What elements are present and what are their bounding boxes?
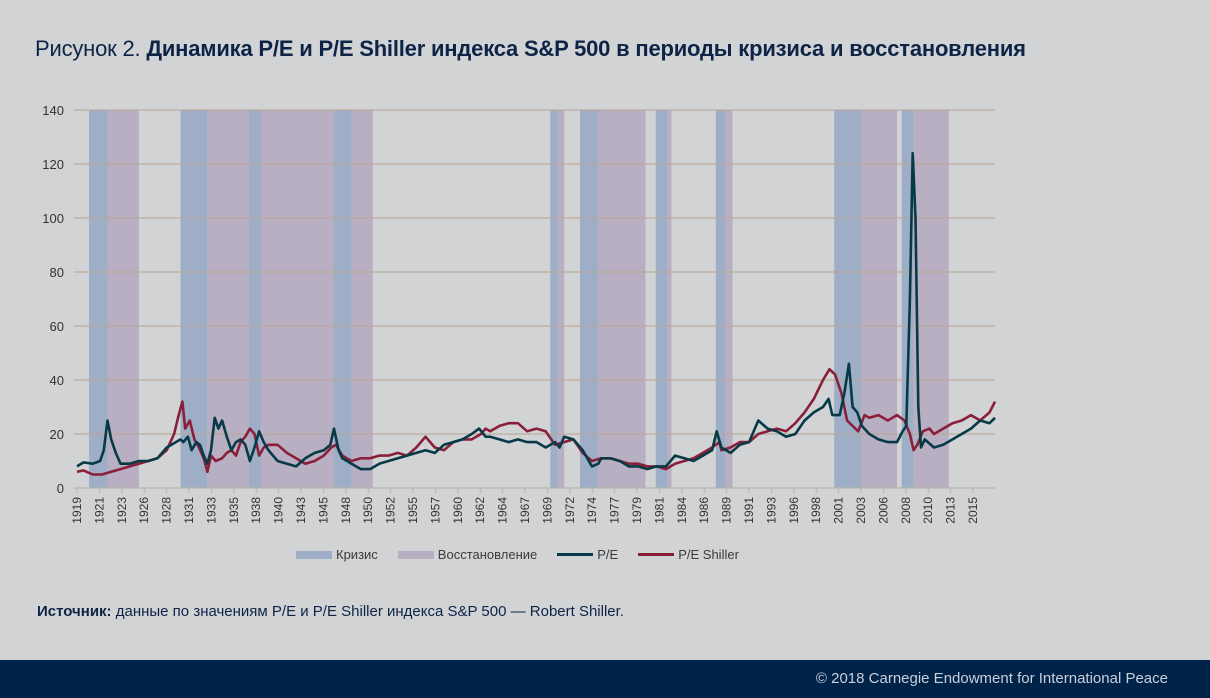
x-tick-label: 1977: [608, 497, 622, 524]
x-axis: 1919 1921 1923 1926 1928 1931 1933 1935 1938 1940…: [70, 487, 995, 524]
footer: © 2018 Carnegie Endowment for Internatio…: [0, 660, 1210, 698]
recovery-band: [860, 110, 898, 488]
legend-label-pe: P/E: [597, 547, 619, 562]
crisis-band: [834, 110, 861, 488]
recovery-band: [351, 110, 373, 488]
crisis-band: [550, 110, 558, 488]
chart-title-text: Динамика P/E и P/E Shiller индекса S&P 5…: [146, 36, 1026, 61]
crisis-band: [248, 110, 261, 488]
x-tick-label: 1952: [384, 497, 398, 524]
pe-line-icon: [557, 553, 594, 556]
x-tick-label: 1943: [294, 497, 308, 524]
x-tick-label: 2003: [854, 497, 868, 524]
grid-layer: [74, 109, 995, 435]
bands-layer: [89, 110, 949, 488]
x-tick-label: 1964: [496, 497, 510, 524]
x-tick-label: 1955: [406, 497, 420, 524]
y-tick-label: 20: [50, 427, 64, 442]
x-tick-label: 1957: [428, 497, 442, 524]
x-tick-label: 1931: [182, 497, 196, 524]
recovery-band: [725, 110, 733, 488]
x-tick-label: 1948: [339, 497, 353, 524]
x-tick-label: 1969: [540, 497, 554, 524]
shiller-line-icon: [638, 553, 675, 556]
x-tick-label: 1926: [137, 497, 151, 524]
crisis-band: [715, 110, 726, 488]
crisis-swatch-icon: [296, 550, 332, 559]
source-note: Источник: данные по значениям P/E и P/E …: [37, 603, 624, 620]
x-tick-label: 1940: [272, 497, 286, 524]
y-tick-label: 40: [50, 373, 64, 388]
recovery-band: [260, 110, 335, 488]
recovery-band: [557, 110, 565, 488]
pe-series-line: [76, 151, 996, 471]
x-tick-label: 1996: [787, 497, 801, 524]
x-tick-label: 1989: [720, 497, 734, 524]
copyright: © 2018 Carnegie Endowment for Internatio…: [815, 670, 1168, 687]
x-tick-label: 1919: [70, 497, 84, 524]
x-tick-label: 1923: [115, 497, 129, 524]
x-tick-label: 1921: [92, 497, 106, 524]
x-tick-label: 1960: [451, 497, 465, 524]
crisis-band: [655, 110, 668, 488]
x-tick-label: 1972: [563, 497, 577, 524]
x-tick-label: 1938: [249, 497, 263, 524]
x-tick-label: 1945: [316, 497, 330, 524]
x-tick-label: 1993: [764, 497, 778, 524]
recovery-band: [107, 110, 139, 488]
legend-item-recovery: Восстановление: [397, 547, 538, 562]
y-axis: 0 20 40 60 80 100 120 140: [42, 103, 64, 496]
x-tick-label: 1986: [697, 497, 711, 524]
figure-number: Рисунок 2.: [35, 36, 141, 61]
x-tick-label: 1967: [518, 497, 532, 524]
legend-item-pe: P/E: [557, 547, 618, 562]
legend-item-crisis: Кризис: [296, 547, 378, 562]
y-tick-label: 60: [50, 319, 64, 334]
source-label: Источник:: [37, 603, 112, 620]
legend-label-crisis: Кризис: [336, 547, 378, 562]
legend-label-shiller: P/E Shiller: [678, 547, 739, 562]
x-tick-label: 1974: [585, 497, 599, 524]
x-tick-label: 2010: [921, 497, 935, 524]
x-tick-label: 1935: [227, 497, 241, 524]
x-tick-label: 1991: [742, 497, 756, 524]
shiller-series-line: [76, 367, 997, 476]
chart-title: Рисунок 2. Динамика P/E и P/E Shiller ин…: [35, 36, 1026, 62]
y-tick-label: 120: [42, 157, 64, 172]
y-tick-label: 80: [50, 265, 64, 280]
crisis-band: [579, 110, 599, 488]
x-tick-label: 2001: [832, 497, 846, 524]
source-text: данные по значениям P/E и P/E Shiller ин…: [111, 603, 624, 620]
x-tick-label: 1933: [204, 497, 218, 524]
crisis-band: [334, 110, 352, 488]
x-tick-label: 2015: [966, 497, 980, 524]
y-tick-label: 140: [42, 103, 64, 118]
legend-label-recovery: Восстановление: [437, 547, 538, 562]
series-layer: [76, 151, 997, 476]
x-tick-label: 1950: [361, 497, 375, 524]
x-tick-label: 2006: [876, 497, 890, 524]
x-tick-label: 2008: [899, 497, 913, 524]
recovery-swatch-icon: [397, 550, 434, 559]
x-tick-label: 1979: [630, 497, 644, 524]
crisis-band: [180, 110, 208, 488]
recovery-band: [667, 110, 672, 488]
y-tick-label: 0: [57, 481, 64, 496]
x-tick-label: 2013: [944, 497, 958, 524]
recovery-band: [598, 110, 646, 488]
x-tick-label: 1928: [160, 497, 174, 524]
x-tick-label: 1962: [473, 497, 487, 524]
y-tick-label: 100: [42, 211, 64, 226]
x-tick-label: 1984: [675, 497, 689, 524]
legend: Кризис Восстановление P/E P/E Shiller: [296, 547, 759, 562]
x-tick-label: 1998: [809, 497, 823, 524]
legend-item-shiller: P/E Shiller: [638, 547, 739, 562]
x-tick-label: 1981: [652, 497, 666, 524]
crisis-band: [89, 110, 108, 488]
